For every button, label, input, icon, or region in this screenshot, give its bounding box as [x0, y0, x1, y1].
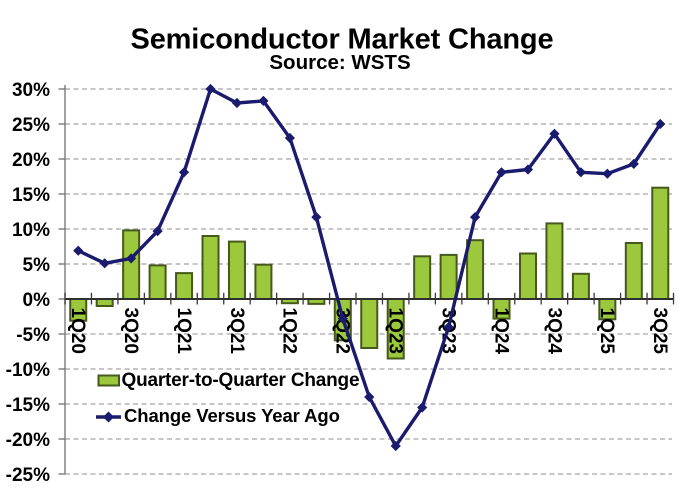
svg-text:Change Versus Year Ago: Change Versus Year Ago [124, 405, 340, 426]
svg-text:Source: WSTS: Source: WSTS [269, 51, 410, 74]
svg-text:-5%: -5% [16, 325, 50, 346]
svg-text:-20%: -20% [6, 430, 50, 451]
svg-text:3Q20: 3Q20 [120, 308, 141, 354]
svg-text:1Q24: 1Q24 [490, 308, 511, 355]
svg-text:30%: 30% [12, 80, 50, 101]
svg-text:20%: 20% [12, 150, 50, 171]
svg-text:10%: 10% [12, 220, 50, 241]
svg-text:15%: 15% [12, 185, 50, 206]
svg-text:1Q21: 1Q21 [173, 308, 194, 355]
svg-text:Quarter-to-Quarter Change: Quarter-to-Quarter Change [122, 370, 360, 391]
svg-text:-15%: -15% [6, 395, 50, 416]
svg-text:3Q24: 3Q24 [543, 308, 564, 355]
svg-text:1Q25: 1Q25 [596, 308, 617, 355]
svg-text:5%: 5% [23, 255, 51, 276]
svg-text:3Q21: 3Q21 [226, 308, 247, 355]
svg-text:1Q23: 1Q23 [385, 308, 406, 354]
svg-text:0%: 0% [23, 290, 51, 311]
svg-text:1Q20: 1Q20 [67, 308, 88, 354]
svg-text:1Q22: 1Q22 [279, 308, 300, 354]
svg-text:Semiconductor Market Change: Semiconductor Market Change [131, 24, 554, 56]
svg-text:-10%: -10% [6, 360, 50, 381]
svg-text:-25%: -25% [6, 465, 50, 486]
svg-text:3Q25: 3Q25 [649, 308, 670, 355]
svg-text:25%: 25% [12, 115, 50, 136]
